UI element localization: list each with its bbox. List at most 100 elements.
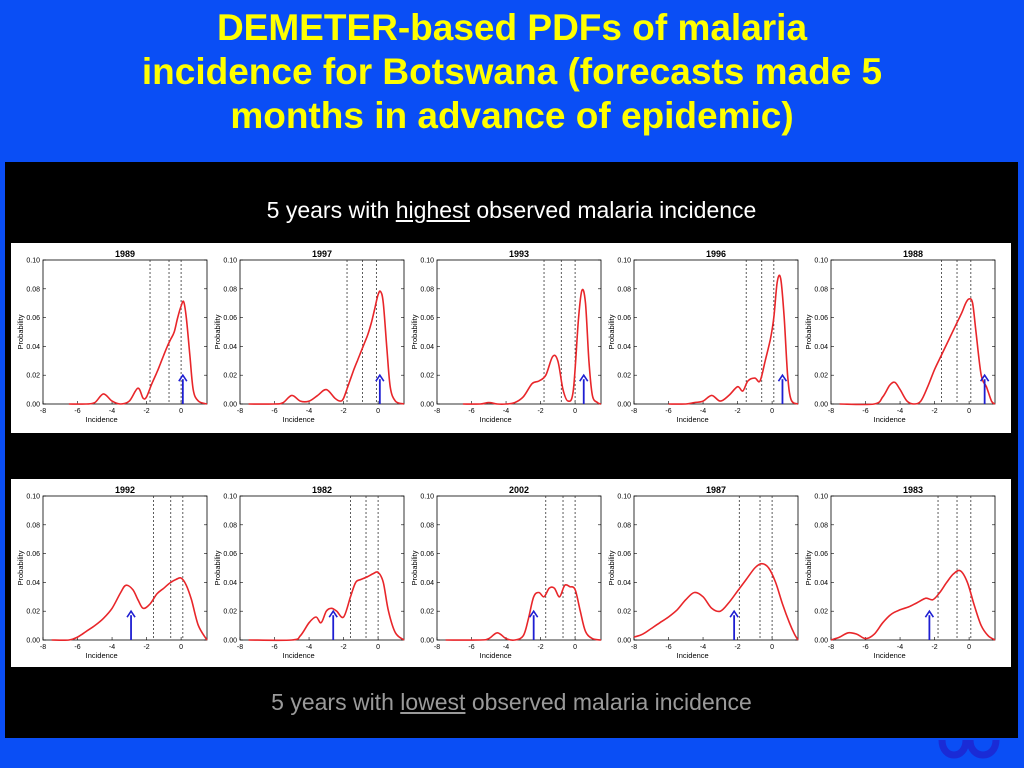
y-tick-label: 0.00: [223, 638, 237, 645]
x-tick-label: 0: [770, 408, 774, 415]
title-line-1: DEMETER-based PDFs of malaria: [216, 7, 808, 48]
y-tick-label: 0.04: [26, 344, 40, 351]
x-tick-label: -6: [665, 408, 671, 415]
x-tick-label: -2: [734, 408, 740, 415]
y-tick-label: 0.10: [420, 494, 434, 501]
x-tick-label: -8: [40, 408, 46, 415]
chart-1982: 1982 0.00 0.02 0.04 0.06 0.08 0.10 -8 -6 -4 -2 0 Inc…: [213, 485, 405, 660]
y-tick-label: 0.08: [814, 522, 828, 529]
y-tick-label: 0.04: [814, 580, 828, 587]
observed-arrowhead: [729, 609, 739, 618]
y-tick-label: 0.04: [814, 344, 828, 351]
observed-arrowhead: [579, 373, 589, 382]
y-axis-label: Probability: [410, 550, 419, 585]
plot-frame: [436, 495, 602, 641]
chart-title: 1997: [312, 249, 332, 259]
y-tick-label: 0.10: [617, 494, 631, 501]
x-axis-label: Incidence: [86, 651, 118, 660]
x-tick-label: -2: [340, 644, 346, 651]
pdf-curve: [668, 274, 799, 405]
x-tick-label: -4: [503, 408, 509, 415]
y-axis-label: Probability: [213, 314, 222, 349]
plot-frame: [42, 495, 208, 641]
y-tick-label: 0.00: [617, 402, 631, 409]
x-tick-label: -8: [237, 408, 243, 415]
x-tick-label: -4: [109, 644, 115, 651]
logo-icon: [938, 739, 1000, 759]
x-tick-label: 0: [179, 408, 183, 415]
y-tick-label: 0.08: [617, 522, 631, 529]
observed-arrowhead: [178, 373, 188, 382]
x-tick-label: -6: [862, 408, 868, 415]
chart-title: 1992: [115, 485, 135, 495]
caption-lowest-emphasis: lowest: [400, 689, 466, 715]
y-tick-label: 0.04: [26, 580, 40, 587]
pdf-curve: [68, 300, 208, 405]
y-tick-label: 0.08: [223, 522, 237, 529]
x-tick-label: 0: [967, 408, 971, 415]
pdf-curve: [633, 562, 799, 641]
chart-row-highest: 1989 0.00 0.02 0.04 0.06 0.08 0.10 -8 -6 -4 -2 0 Inc…: [11, 243, 1011, 433]
x-tick-label: -6: [74, 644, 80, 651]
y-tick-label: 0.02: [26, 373, 40, 380]
y-tick-label: 0.08: [26, 286, 40, 293]
y-tick-label: 0.06: [223, 551, 237, 558]
x-tick-label: -6: [665, 644, 671, 651]
x-tick-label: -4: [700, 644, 706, 651]
x-tick-label: -2: [143, 644, 149, 651]
x-axis-label: Incidence: [480, 651, 512, 660]
x-tick-label: -4: [897, 408, 903, 415]
chart-row-lowest: 1992 0.00 0.02 0.04 0.06 0.08 0.10 -8 -6 -4 -2 0 Inc…: [11, 479, 1011, 667]
y-axis-label: Probability: [16, 550, 25, 585]
title-line-2: incidence for Botswana (forecasts made 5: [141, 51, 883, 92]
chart-title: 1982: [312, 485, 332, 495]
y-axis-label: Probability: [804, 314, 813, 349]
chart-title: 1983: [903, 485, 923, 495]
x-axis-label: Incidence: [677, 651, 709, 660]
y-tick-label: 0.04: [223, 580, 237, 587]
caption-lowest: 5 years with lowest observed malaria inc…: [5, 688, 1018, 716]
chart-title: 1993: [509, 249, 529, 259]
y-tick-label: 0.10: [814, 258, 828, 265]
pdf-curve: [248, 571, 405, 642]
observed-arrowhead: [126, 609, 136, 618]
x-tick-label: -8: [40, 644, 46, 651]
y-axis-label: Probability: [16, 314, 25, 349]
observed-arrowhead: [777, 373, 788, 382]
caption-highest-emphasis: highest: [395, 197, 470, 223]
y-tick-label: 0.02: [814, 609, 828, 616]
y-tick-label: 0.00: [814, 638, 828, 645]
slide-title: DEMETER-based PDFs of malaria incidence …: [0, 6, 1024, 138]
title-line-3: months in advance of epidemic): [230, 95, 794, 136]
x-tick-label: -6: [862, 644, 868, 651]
y-tick-label: 0.10: [223, 258, 237, 265]
chart-1989: 1989 0.00 0.02 0.04 0.06 0.08 0.10 -8 -6 -4 -2 0 Inc…: [16, 249, 208, 424]
chart-1988: 1988 0.00 0.02 0.04 0.06 0.08 0.10 -8 -6 -4 -2 0 Inc…: [804, 249, 996, 424]
x-axis-label: Incidence: [480, 415, 512, 424]
y-tick-label: 0.02: [26, 609, 40, 616]
y-tick-label: 0.00: [420, 638, 434, 645]
x-tick-label: 0: [376, 408, 380, 415]
y-tick-label: 0.06: [26, 551, 40, 558]
pdf-curve: [830, 569, 996, 641]
x-tick-label: -2: [931, 644, 937, 651]
x-tick-label: -6: [271, 644, 277, 651]
x-axis-label: Incidence: [283, 651, 315, 660]
caption-lowest-after: observed malaria incidence: [465, 689, 752, 715]
y-axis-label: Probability: [607, 314, 616, 349]
y-tick-label: 0.02: [223, 609, 237, 616]
x-axis-label: Incidence: [874, 651, 906, 660]
x-tick-label: -2: [340, 408, 346, 415]
chart-2002: 2002 0.00 0.02 0.04 0.06 0.08 0.10 -8 -6 -4 -2 0 Inc…: [410, 485, 602, 660]
chart-row-lowest-svg: 1992 0.00 0.02 0.04 0.06 0.08 0.10 -8 -6 -4 -2 0 Inc…: [16, 485, 996, 660]
y-tick-label: 0.10: [617, 258, 631, 265]
y-tick-label: 0.08: [420, 522, 434, 529]
y-tick-label: 0.06: [814, 551, 828, 558]
pdf-curve: [462, 288, 602, 405]
y-tick-label: 0.02: [420, 609, 434, 616]
y-axis-label: Probability: [804, 550, 813, 585]
observed-arrowhead: [375, 373, 385, 382]
x-tick-label: -2: [537, 644, 543, 651]
x-tick-label: -2: [143, 408, 149, 415]
y-axis-label: Probability: [410, 314, 419, 349]
